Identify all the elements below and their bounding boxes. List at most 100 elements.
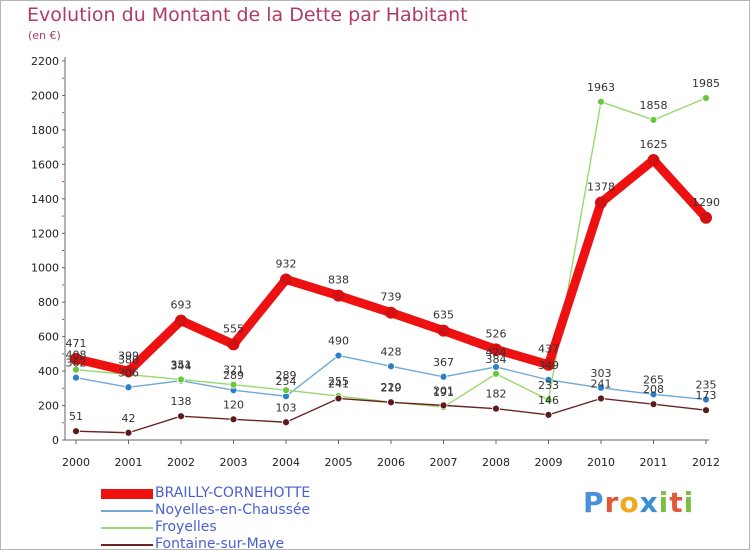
data-point	[122, 365, 135, 378]
data-label: 380	[118, 354, 139, 367]
logo-letter: i	[658, 486, 670, 519]
data-point	[490, 343, 502, 356]
legend-swatch	[101, 510, 153, 512]
y-tick-label: 2000	[31, 89, 59, 102]
data-label: 146	[538, 394, 559, 407]
data-point	[177, 412, 185, 421]
data-point	[282, 386, 290, 395]
data-point	[597, 394, 605, 403]
data-label: 471	[66, 337, 87, 350]
data-point	[229, 380, 238, 389]
data-point	[439, 401, 448, 410]
data-label: 241	[328, 377, 349, 390]
data-point	[334, 351, 343, 360]
data-label: 362	[66, 357, 87, 370]
data-point	[437, 324, 450, 337]
data-label: 838	[328, 274, 349, 287]
data-point	[70, 352, 82, 365]
logo-letter: t	[669, 486, 684, 519]
data-point	[282, 418, 290, 427]
x-tick-label: 2005	[325, 456, 353, 469]
data-point	[597, 97, 605, 106]
data-point	[544, 395, 553, 404]
data-point	[595, 196, 607, 209]
x-tick-label: 2001	[115, 456, 143, 469]
data-point	[492, 404, 500, 413]
data-point	[229, 415, 238, 424]
legend-label: BRAILLY-CORNEHOTTE	[155, 485, 311, 501]
data-label: 399	[118, 349, 139, 362]
data-point	[702, 395, 710, 404]
x-tick-label: 2012	[692, 456, 720, 469]
x-tick-label: 2006	[377, 456, 405, 469]
data-label: 303	[591, 367, 612, 380]
legend-label: Noyelles-en-Chaussée	[155, 502, 311, 518]
data-label: 191	[433, 386, 454, 399]
data-point	[387, 362, 395, 371]
data-point	[702, 406, 710, 415]
logo-letter: x	[639, 486, 659, 519]
y-tick-label: 800	[38, 296, 59, 309]
data-label: 1985	[692, 77, 720, 90]
data-point	[72, 373, 80, 382]
logo-letter: r	[604, 486, 620, 519]
data-label: 739	[381, 291, 402, 304]
data-label: 321	[223, 364, 244, 377]
data-point	[649, 116, 658, 124]
data-point	[385, 306, 397, 319]
data-label: 173	[696, 389, 717, 402]
data-point	[542, 358, 555, 371]
data-point	[647, 154, 660, 167]
data-point	[124, 428, 133, 437]
data-point	[649, 390, 658, 399]
y-tick-label: 1800	[31, 124, 59, 137]
y-tick-label: 600	[38, 331, 59, 344]
data-label: 235	[696, 379, 717, 392]
data-label: 103	[276, 401, 297, 414]
logo-letter: o	[619, 486, 640, 519]
x-tick-label: 2010	[587, 456, 615, 469]
data-label: 265	[643, 373, 664, 386]
data-point	[439, 372, 448, 381]
data-label: 367	[433, 356, 454, 369]
legend-label: Fontaine-sur-Maye	[155, 536, 285, 550]
x-tick-label: 2011	[640, 456, 668, 469]
x-tick-label: 2004	[272, 456, 300, 469]
data-label: 241	[591, 377, 612, 390]
x-tick-label: 2000	[62, 456, 90, 469]
data-label: 51	[69, 410, 83, 423]
logo-letter: P	[583, 486, 605, 519]
legend-label: Froyelles	[155, 519, 217, 535]
data-label: 208	[643, 383, 664, 396]
data-point	[177, 375, 185, 384]
data-label: 424	[486, 346, 507, 359]
data-label: 344	[171, 360, 192, 373]
y-tick-label: 0	[52, 434, 59, 447]
proxiti-logo: Proxiti	[583, 486, 694, 519]
data-point	[332, 289, 345, 302]
data-point	[544, 410, 553, 419]
legend-swatch	[101, 527, 153, 529]
data-point	[387, 398, 395, 407]
data-label: 138	[171, 395, 192, 408]
legend-swatch	[101, 489, 153, 499]
y-tick-label: 1600	[31, 158, 59, 171]
data-label: 289	[276, 369, 297, 382]
data-point	[72, 427, 80, 436]
legend-swatch	[101, 544, 153, 546]
data-point	[649, 400, 658, 409]
data-label: 201	[433, 384, 454, 397]
data-label: 1963	[587, 81, 615, 94]
data-label: 351	[171, 359, 192, 372]
y-tick-label: 2200	[31, 55, 59, 68]
y-tick-label: 1000	[31, 262, 59, 275]
data-label: 490	[328, 335, 349, 348]
data-label: 182	[486, 388, 507, 401]
data-label: 693	[171, 299, 192, 312]
data-label: 555	[223, 322, 244, 335]
data-point	[175, 314, 187, 327]
data-label: 306	[118, 366, 139, 379]
data-point	[227, 338, 240, 351]
x-tick-label: 2002	[167, 456, 195, 469]
